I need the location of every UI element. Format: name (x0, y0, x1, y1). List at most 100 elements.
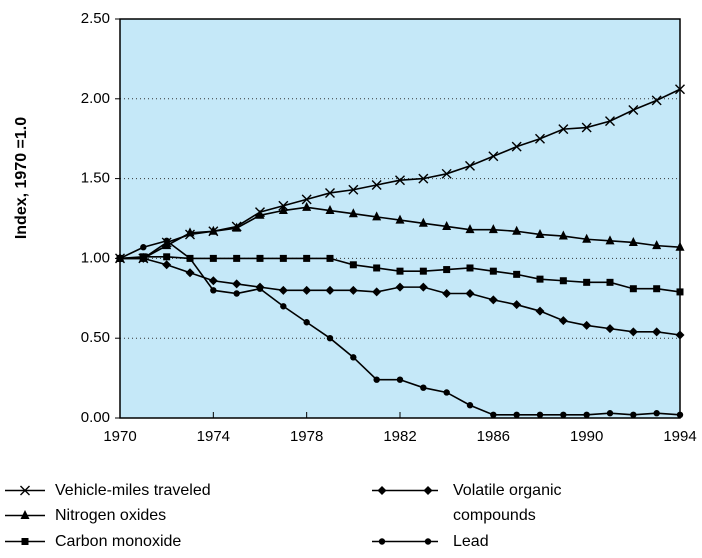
y-tick-label: 0.00 (81, 409, 110, 426)
marker (325, 187, 335, 198)
marker (185, 268, 195, 278)
marker (140, 244, 147, 251)
marker (256, 254, 264, 262)
marker (441, 168, 452, 179)
marker (396, 267, 404, 275)
x-tick-label: 1974 (197, 428, 230, 445)
y-tick-label: 1.00 (81, 249, 110, 266)
legend-label: Vehicle-miles traveled (55, 482, 211, 499)
legend-label: Volatile organic compounds (453, 482, 562, 524)
marker (372, 287, 382, 297)
marker (378, 538, 386, 545)
marker (512, 225, 522, 235)
marker (279, 254, 287, 262)
y-tick-label: 2.00 (81, 90, 110, 107)
marker (628, 327, 638, 337)
marker (628, 104, 639, 115)
marker (377, 486, 387, 495)
marker (583, 278, 591, 286)
marker (629, 285, 637, 293)
marker (210, 287, 217, 294)
marker (558, 316, 568, 326)
marker (465, 224, 475, 234)
marker (675, 84, 685, 95)
marker (395, 175, 405, 186)
marker (163, 253, 171, 261)
marker (302, 285, 312, 295)
marker (232, 222, 242, 232)
marker (20, 485, 30, 496)
marker (488, 151, 499, 162)
marker (559, 277, 567, 285)
marker (349, 261, 357, 269)
marker (581, 122, 592, 133)
marker (466, 402, 474, 409)
marker (676, 288, 684, 296)
marker (676, 411, 684, 419)
marker (348, 208, 358, 218)
marker (489, 267, 497, 275)
marker (419, 267, 427, 275)
marker (536, 275, 544, 283)
marker (513, 411, 520, 419)
marker (396, 376, 404, 383)
marker (675, 241, 685, 251)
marker (209, 254, 217, 262)
marker (162, 240, 172, 250)
plot-frame (119, 18, 681, 419)
marker (511, 141, 522, 152)
marker (628, 236, 638, 246)
marker (465, 160, 475, 171)
marker (278, 285, 288, 295)
chart: Index, 1970 =1.0 0.00 0.50 1.00 1.50 2.00 2.5… (13, 10, 696, 445)
legend-symbol (372, 538, 438, 545)
marker (418, 217, 428, 227)
marker (490, 411, 497, 419)
marker (560, 411, 567, 419)
marker (443, 389, 450, 396)
marker (443, 266, 451, 274)
legend-symbol (5, 510, 45, 519)
marker (303, 254, 311, 262)
legend-label: Carbon monoxide (55, 533, 182, 550)
marker (395, 282, 405, 292)
marker (442, 220, 452, 230)
marker (675, 330, 685, 340)
marker (325, 205, 335, 215)
marker (348, 184, 359, 195)
marker (185, 227, 195, 237)
marker (605, 235, 615, 245)
marker (280, 303, 287, 310)
marker (512, 300, 522, 310)
marker (488, 295, 498, 305)
x-tick-label: 1970 (103, 428, 136, 445)
marker (372, 211, 382, 221)
marker (208, 225, 218, 235)
marker (326, 254, 334, 262)
marker (488, 224, 498, 234)
marker (605, 324, 615, 334)
marker (256, 285, 264, 292)
marker (582, 320, 592, 330)
marker (138, 253, 148, 263)
legend-symbol (5, 485, 45, 496)
y-axis-label: Index, 1970 =1.0 (13, 117, 30, 239)
marker (651, 95, 662, 106)
marker (653, 285, 661, 293)
x-tick-label: 1994 (663, 428, 696, 445)
marker (373, 264, 381, 272)
marker (535, 228, 545, 238)
marker (653, 410, 660, 417)
marker (652, 327, 662, 337)
marker (652, 240, 662, 250)
marker (513, 270, 521, 278)
marker (606, 278, 614, 286)
marker (442, 289, 452, 299)
marker (424, 538, 432, 545)
marker (373, 376, 380, 383)
marker (535, 133, 545, 144)
marker (162, 260, 172, 270)
y-tick-label: 1.50 (81, 170, 110, 187)
marker (20, 510, 30, 519)
